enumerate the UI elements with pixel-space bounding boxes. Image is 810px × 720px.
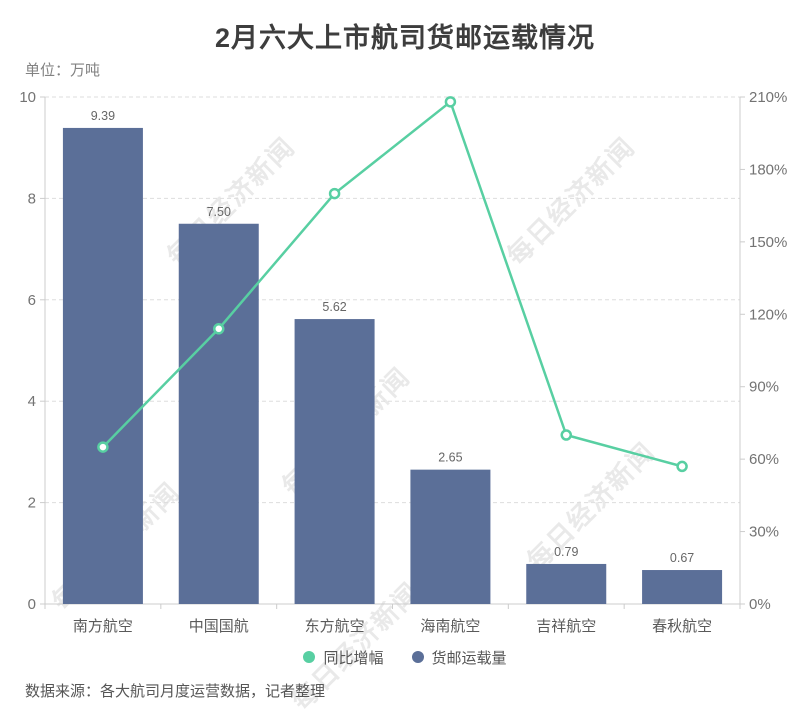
- right-axis-tick-label: 120%: [749, 306, 787, 323]
- bar-中国国航[interactable]: [178, 223, 259, 604]
- chart-title: 2月六大上市航司货邮运载情况: [214, 23, 595, 53]
- bar-南方航空[interactable]: [62, 127, 143, 604]
- growth-point-吉祥航空[interactable]: [560, 429, 572, 441]
- bar-value-label: 0.79: [554, 545, 578, 559]
- growth-point-东方航空[interactable]: [328, 187, 341, 200]
- left-axis-tick-label: 0: [28, 596, 36, 613]
- right-axis-tick-label: 60%: [749, 451, 779, 468]
- legend-label-growth: 同比增幅: [323, 649, 384, 667]
- right-axis-tick-label: 0%: [749, 596, 771, 613]
- right-axis-tick-label: 180%: [749, 161, 787, 178]
- category-label-东方航空: 东方航空: [305, 618, 365, 635]
- left-axis-tick-label: 6: [28, 292, 36, 309]
- bar-value-label: 0.67: [670, 551, 694, 565]
- left-axis-tick-label: 10: [19, 89, 36, 106]
- bar-海南航空[interactable]: [410, 469, 491, 604]
- legend-marker-growth-icon: [303, 651, 316, 663]
- growth-point-中国国航[interactable]: [213, 323, 225, 335]
- bar-东方航空[interactable]: [294, 319, 375, 604]
- legend: 同比增幅 货邮运载量: [0, 646, 810, 668]
- bar-value-label: 5.62: [322, 300, 346, 314]
- category-label-中国国航: 中国国航: [189, 618, 249, 635]
- source-note: 数据来源：各大航司月度运营数据，记者整理: [25, 683, 326, 700]
- category-label-南方航空: 南方航空: [73, 618, 133, 635]
- bar-value-label: 9.39: [91, 109, 115, 123]
- left-axis-tick-label: 4: [28, 393, 36, 410]
- left-axis-tick-label: 2: [28, 495, 36, 512]
- category-label-春秋航空: 春秋航空: [652, 618, 712, 635]
- legend-label-cargo: 货邮运载量: [431, 649, 507, 667]
- right-axis-tick-label: 210%: [749, 89, 787, 106]
- growth-point-南方航空[interactable]: [97, 441, 109, 453]
- legend-item-growth[interactable]: 同比增幅: [303, 647, 384, 668]
- left-axis-tick-label: 8: [28, 190, 36, 207]
- bar-value-label: 7.50: [207, 205, 231, 219]
- growth-point-海南航空[interactable]: [444, 96, 457, 108]
- unit-label: 单位：万吨: [25, 62, 101, 79]
- growth-line: [101, 100, 684, 468]
- legend-item-cargo[interactable]: 货邮运载量: [411, 647, 507, 668]
- growth-point-春秋航空[interactable]: [676, 460, 688, 473]
- right-axis-tick-label: 30%: [749, 524, 779, 541]
- category-label-海南航空: 海南航空: [420, 618, 480, 635]
- right-axis-tick-label: 90%: [749, 379, 779, 396]
- category-label-吉祥航空: 吉祥航空: [536, 618, 596, 635]
- legend-marker-cargo-icon: [411, 651, 424, 663]
- bar-春秋航空[interactable]: [642, 570, 723, 604]
- bar-value-label: 2.65: [438, 451, 462, 465]
- bar-吉祥航空[interactable]: [526, 563, 607, 604]
- right-axis-tick-label: 150%: [749, 234, 787, 251]
